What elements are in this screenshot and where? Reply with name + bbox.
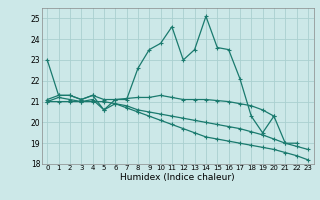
X-axis label: Humidex (Indice chaleur): Humidex (Indice chaleur) [120,173,235,182]
